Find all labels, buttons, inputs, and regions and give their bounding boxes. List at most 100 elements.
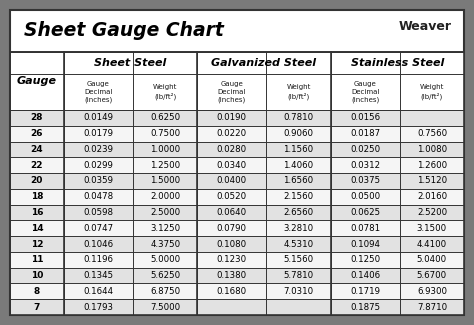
Text: 4.4100: 4.4100 — [417, 240, 447, 249]
Bar — [10, 142, 464, 157]
Text: 12: 12 — [31, 240, 43, 249]
Bar — [10, 252, 464, 268]
Text: 0.0375: 0.0375 — [350, 176, 380, 186]
Text: 0.7810: 0.7810 — [283, 113, 314, 123]
Bar — [10, 205, 464, 220]
Text: Sheet Steel: Sheet Steel — [94, 58, 167, 68]
Text: 0.1644: 0.1644 — [83, 287, 113, 296]
Text: 22: 22 — [31, 161, 43, 170]
Text: Stainless Steel: Stainless Steel — [351, 58, 444, 68]
Text: 0.1094: 0.1094 — [350, 240, 380, 249]
Text: 0.0790: 0.0790 — [217, 224, 247, 233]
Text: 0.1046: 0.1046 — [83, 240, 113, 249]
Text: 0.1380: 0.1380 — [217, 271, 247, 280]
Bar — [10, 126, 464, 142]
Text: 0.0250: 0.0250 — [350, 145, 380, 154]
Text: Weight
(lb/ft²): Weight (lb/ft²) — [153, 84, 177, 100]
Text: 0.0220: 0.0220 — [217, 129, 247, 138]
Text: 0.0359: 0.0359 — [83, 176, 113, 186]
Text: 0.0299: 0.0299 — [83, 161, 113, 170]
Text: 0.0179: 0.0179 — [83, 129, 113, 138]
Text: 0.1250: 0.1250 — [350, 255, 380, 264]
Text: 0.0187: 0.0187 — [350, 129, 380, 138]
Text: 3.1500: 3.1500 — [417, 224, 447, 233]
Text: 0.1345: 0.1345 — [83, 271, 113, 280]
Text: 1.2500: 1.2500 — [150, 161, 180, 170]
Text: 0.1793: 0.1793 — [83, 303, 113, 312]
Text: 8: 8 — [34, 287, 40, 296]
Bar — [10, 74, 464, 110]
Text: 0.6250: 0.6250 — [150, 113, 180, 123]
Bar — [10, 52, 464, 74]
Text: 28: 28 — [31, 113, 43, 123]
Text: 0.0280: 0.0280 — [217, 145, 247, 154]
Text: 2.5000: 2.5000 — [150, 208, 180, 217]
Text: Gauge
Decimal
(inches): Gauge Decimal (inches) — [218, 81, 246, 103]
Text: 5.0000: 5.0000 — [150, 255, 180, 264]
Text: 0.0239: 0.0239 — [83, 145, 113, 154]
Text: 0.1875: 0.1875 — [350, 303, 380, 312]
Text: 0.0400: 0.0400 — [217, 176, 247, 186]
Text: 18: 18 — [31, 192, 43, 201]
Text: 4.3750: 4.3750 — [150, 240, 180, 249]
Bar — [10, 220, 464, 236]
Text: 7.5000: 7.5000 — [150, 303, 180, 312]
Bar — [10, 189, 464, 205]
Text: 7.8710: 7.8710 — [417, 303, 447, 312]
Bar — [10, 283, 464, 299]
Text: 0.0500: 0.0500 — [350, 192, 380, 201]
Text: 1.0000: 1.0000 — [150, 145, 180, 154]
Text: 1.4060: 1.4060 — [283, 161, 314, 170]
Text: 0.1080: 0.1080 — [217, 240, 247, 249]
Text: 24: 24 — [31, 145, 43, 154]
Text: Weight
(lb/ft²): Weight (lb/ft²) — [420, 84, 444, 100]
Text: 10: 10 — [31, 271, 43, 280]
Text: 1.5000: 1.5000 — [150, 176, 180, 186]
Text: 0.0781: 0.0781 — [350, 224, 380, 233]
Text: 0.1196: 0.1196 — [83, 255, 113, 264]
Text: 1.2600: 1.2600 — [417, 161, 447, 170]
Text: 0.0149: 0.0149 — [83, 113, 113, 123]
Text: 0.0520: 0.0520 — [217, 192, 247, 201]
Text: 0.0190: 0.0190 — [217, 113, 247, 123]
Text: Gauge: Gauge — [17, 76, 57, 86]
Text: 14: 14 — [31, 224, 43, 233]
Text: 5.7810: 5.7810 — [283, 271, 314, 280]
Text: Gauge
Decimal
(inches): Gauge Decimal (inches) — [351, 81, 379, 103]
Text: Weaver: Weaver — [399, 20, 452, 33]
Text: 3.2810: 3.2810 — [283, 224, 314, 233]
Text: 4.5310: 4.5310 — [283, 240, 314, 249]
Text: 0.7500: 0.7500 — [150, 129, 180, 138]
Text: 0.0640: 0.0640 — [217, 208, 247, 217]
Text: Weight
(lb/ft²): Weight (lb/ft²) — [286, 84, 311, 100]
Text: 1.6560: 1.6560 — [283, 176, 314, 186]
Bar — [10, 173, 464, 189]
Bar — [10, 236, 464, 252]
Text: Sheet Gauge Chart: Sheet Gauge Chart — [24, 21, 224, 41]
Text: 0.0340: 0.0340 — [217, 161, 247, 170]
Text: 7: 7 — [34, 303, 40, 312]
Bar — [10, 110, 464, 126]
Text: 0.0156: 0.0156 — [350, 113, 380, 123]
Bar — [10, 157, 464, 173]
Text: 7.0310: 7.0310 — [283, 287, 314, 296]
Text: 2.5200: 2.5200 — [417, 208, 447, 217]
Text: Gauge
Decimal
(inches): Gauge Decimal (inches) — [84, 81, 113, 103]
Text: 3.1250: 3.1250 — [150, 224, 180, 233]
Text: 5.0400: 5.0400 — [417, 255, 447, 264]
Text: 26: 26 — [31, 129, 43, 138]
Text: 2.1560: 2.1560 — [283, 192, 314, 201]
Text: 6.9300: 6.9300 — [417, 287, 447, 296]
Text: 5.1560: 5.1560 — [283, 255, 314, 264]
Text: 2.0160: 2.0160 — [417, 192, 447, 201]
Text: 5.6700: 5.6700 — [417, 271, 447, 280]
Text: 0.1406: 0.1406 — [350, 271, 380, 280]
Text: 11: 11 — [31, 255, 43, 264]
Text: 0.1680: 0.1680 — [217, 287, 247, 296]
Text: 0.0478: 0.0478 — [83, 192, 113, 201]
Text: Galvanized Steel: Galvanized Steel — [211, 58, 317, 68]
Text: 0.9060: 0.9060 — [283, 129, 313, 138]
Bar — [10, 299, 464, 315]
Text: 0.1719: 0.1719 — [350, 287, 380, 296]
Text: 2.6560: 2.6560 — [283, 208, 314, 217]
